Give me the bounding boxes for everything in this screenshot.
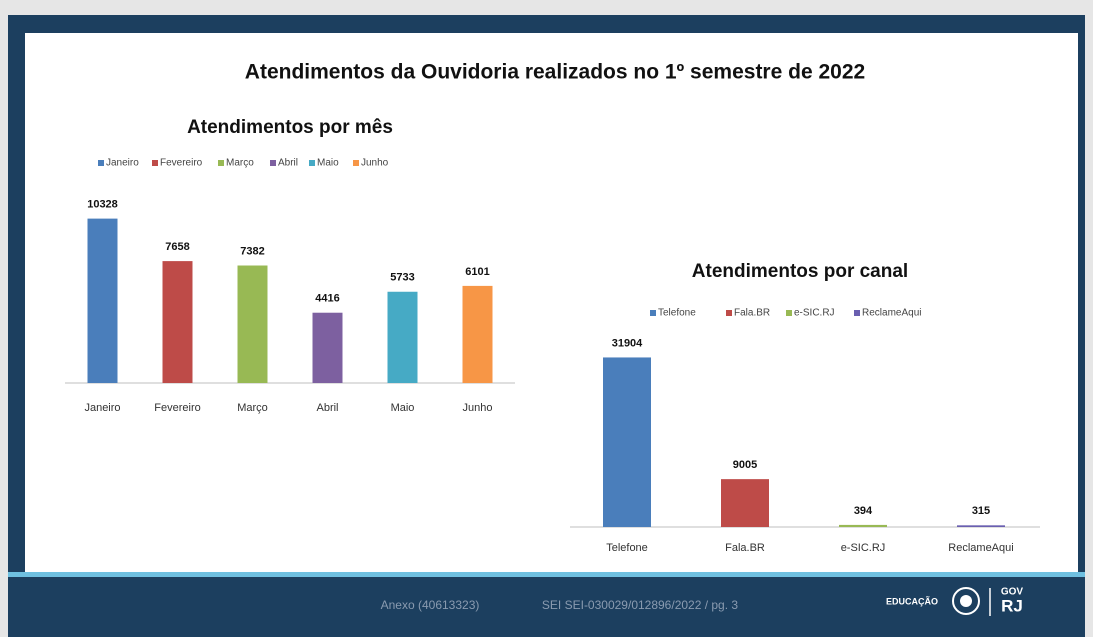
footer-line — [8, 572, 1085, 577]
bar — [237, 265, 268, 383]
legend-label: Fala.BR — [734, 308, 770, 319]
legend-swatch — [152, 160, 158, 166]
legend-swatch — [98, 160, 104, 166]
data-label: 9005 — [733, 459, 757, 471]
legend-swatch — [218, 160, 224, 166]
x-tick-label: Telefone — [606, 542, 648, 554]
footer-sei: SEI SEI-030029/012896/2022 / pg. 3 — [542, 598, 738, 612]
legend-swatch — [309, 160, 315, 166]
legend-label: Telefone — [658, 308, 696, 319]
footer-brand: EDUCAÇÃO — [886, 596, 938, 606]
data-label: 7658 — [165, 241, 189, 253]
legend-label: Março — [226, 158, 254, 169]
legend-label: Junho — [361, 158, 389, 169]
slide-body — [25, 33, 1078, 572]
legend-label: Abril — [278, 158, 298, 169]
logo-emblem — [952, 587, 980, 615]
data-label: 4416 — [315, 293, 339, 305]
chart-title: Atendimentos por canal — [692, 261, 908, 282]
bar — [462, 285, 493, 383]
x-tick-label: Fevereiro — [154, 402, 200, 414]
x-tick-label: Fala.BR — [725, 542, 765, 554]
x-tick-label: e-SIC.RJ — [841, 542, 886, 554]
legend-swatch — [786, 310, 792, 316]
bar — [387, 291, 418, 383]
x-tick-label: Junho — [463, 402, 493, 414]
x-tick-label: ReclameAqui — [948, 542, 1013, 554]
data-label: 10328 — [87, 199, 118, 211]
bar — [603, 357, 651, 527]
chart-title: Atendimentos por mês — [187, 117, 393, 138]
logo-emblem-center — [960, 595, 972, 607]
x-tick-label: Maio — [391, 402, 415, 414]
legend-swatch — [650, 310, 656, 316]
data-label: 394 — [854, 505, 873, 517]
legend-label: e-SIC.RJ — [794, 308, 835, 319]
footer-annex: Anexo (40613323) — [381, 598, 480, 612]
bar — [839, 524, 887, 527]
legend-label: Janeiro — [106, 158, 139, 169]
x-tick-label: Março — [237, 402, 268, 414]
footer-rj: RJ — [1001, 596, 1023, 615]
x-tick-label: Janeiro — [84, 402, 120, 414]
legend-swatch — [726, 310, 732, 316]
data-label: 6101 — [465, 266, 489, 278]
bar — [312, 312, 343, 383]
bar — [87, 218, 118, 383]
page-title: Atendimentos da Ouvidoria realizados no … — [245, 61, 865, 84]
bar — [721, 479, 769, 527]
legend-swatch — [270, 160, 276, 166]
legend-swatch — [854, 310, 860, 316]
x-tick-label: Abril — [316, 402, 338, 414]
legend-label: Maio — [317, 158, 339, 169]
footer-gov: GOV — [1001, 587, 1024, 598]
bar — [957, 525, 1005, 527]
data-label: 7382 — [240, 245, 264, 257]
legend-label: Fevereiro — [160, 158, 203, 169]
legend-label: ReclameAqui — [862, 308, 921, 319]
data-label: 315 — [972, 505, 990, 517]
bar — [162, 261, 193, 383]
legend-swatch — [353, 160, 359, 166]
data-label: 31904 — [612, 337, 643, 349]
data-label: 5733 — [390, 272, 414, 284]
